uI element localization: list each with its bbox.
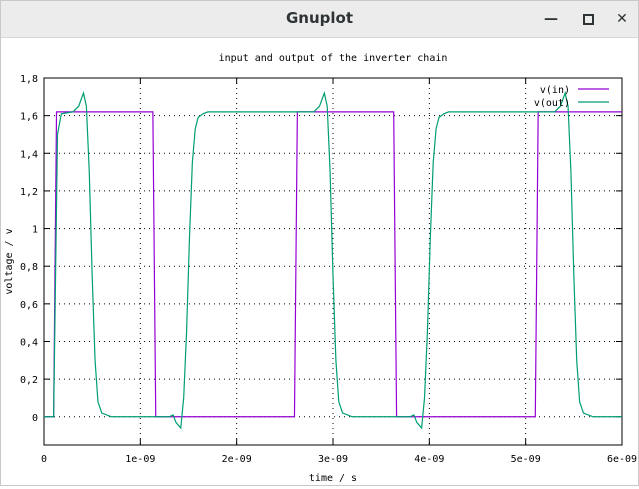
chart-title: input and output of the inverter chain — [219, 53, 448, 64]
x-tick-label: 3e-09 — [318, 454, 348, 465]
grid — [44, 78, 622, 445]
y-tick-label: 0,4 — [20, 337, 38, 348]
y-tick-label: 0,8 — [20, 262, 38, 273]
x-tick-label: 1e-09 — [125, 454, 155, 465]
close-button[interactable]: ✕ — [613, 10, 631, 28]
legend: v(in) v(out) — [534, 85, 609, 109]
close-icon: ✕ — [616, 11, 628, 27]
y-tick-label: 1,8 — [20, 74, 38, 85]
y-tick-label: 0,6 — [20, 300, 38, 311]
series-group — [44, 90, 622, 430]
y-tick-label: 1,4 — [20, 149, 38, 160]
y-tick-label: 0,2 — [20, 375, 38, 386]
series-line — [44, 111, 622, 418]
x-tick-label: 2e-09 — [222, 454, 252, 465]
legend-label: v(in) — [540, 85, 570, 96]
y-tick-label: 1,6 — [20, 112, 38, 123]
x-axis-label: time / s — [309, 473, 357, 484]
window-title: Gnuplot — [285, 9, 354, 27]
y-tick-label: 0 — [32, 413, 38, 424]
minimize-button[interactable]: — — [542, 10, 560, 28]
maximize-button[interactable] — [579, 10, 597, 28]
x-tick-label: 6e-09 — [607, 454, 637, 465]
legend-label: v(out) — [534, 98, 570, 109]
series-line — [44, 90, 622, 430]
y-tick-label: 1,2 — [20, 187, 38, 198]
x-tick-label: 5e-09 — [511, 454, 541, 465]
x-tick-label: 0 — [41, 454, 47, 465]
x-tick-label: 4e-09 — [414, 454, 444, 465]
plot-canvas[interactable]: 0 1e-09 2e-09 3e-09 4e-09 5e-09 6e-09 0 0,2 0,4 0,… — [1, 38, 638, 485]
maximize-icon — [582, 13, 594, 25]
y-axis-label: voltage / v — [4, 228, 15, 294]
title-bar[interactable]: Gnuplot — ✕ — [1, 1, 638, 38]
chart: 0 1e-09 2e-09 3e-09 4e-09 5e-09 6e-09 0 0,2 0,4 0,… — [4, 53, 637, 484]
y-tick-label: 1 — [32, 225, 38, 236]
minimize-icon: — — [544, 11, 558, 27]
